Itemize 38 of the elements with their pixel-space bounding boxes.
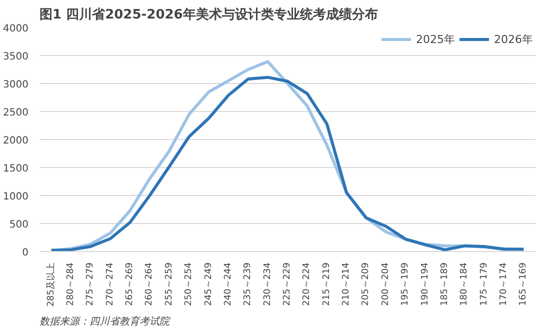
x-tick-label: 190～194 [420,262,430,306]
x-tick-label: 280～284 [66,262,76,306]
x-tick-label: 220～224 [302,262,312,306]
x-tick-label: 270～274 [105,262,116,306]
x-tick-label: 235～239 [243,262,254,306]
y-tick-label: 0 [22,248,29,258]
x-tick-label: 185～189 [440,262,450,306]
x-tick-label: 250～254 [184,262,194,306]
x-tick-label: 165～169 [518,262,529,306]
y-tick-label: 1000 [3,192,29,202]
legend-label: 2026年 [494,32,533,46]
legend-label: 2025年 [416,32,455,46]
y-tick-label: 1500 [3,164,29,174]
x-tick-label: 170～174 [499,262,510,306]
x-tick-label: 210～214 [342,262,352,306]
x-tick-label: 230～234 [262,262,273,306]
x-tick-label: 240～244 [223,262,234,306]
y-tick-label: 500 [9,220,29,230]
chart-title: 图1 四川省2025-2026年美术与设计类专业统考成绩分布 [40,6,378,22]
x-tick-label: 205～209 [361,262,372,306]
x-tick-label: 275～279 [86,262,96,306]
x-tick-label: 285及以上 [45,262,56,307]
y-tick-label: 3500 [3,52,29,62]
y-tick-label: 4000 [3,24,29,34]
x-tick-label: 225～229 [282,262,292,306]
x-tick-label: 265～269 [125,262,136,306]
y-tick-label: 2000 [3,136,29,146]
x-tick-label: 200～204 [380,262,391,306]
x-tick-label: 180～184 [460,262,470,306]
x-tick-label: 245～249 [204,262,214,306]
y-tick-label: 2500 [3,108,29,118]
x-tick-label: 215～219 [322,262,332,306]
x-tick-label: 175～179 [479,262,490,306]
y-tick-label: 3000 [3,80,29,90]
x-tick-label: 195～199 [400,262,411,306]
x-tick-label: 260～264 [144,262,155,306]
x-tick-label: 255～259 [164,262,174,306]
source-note: 数据来源：四川省教育考试院 [40,316,172,328]
